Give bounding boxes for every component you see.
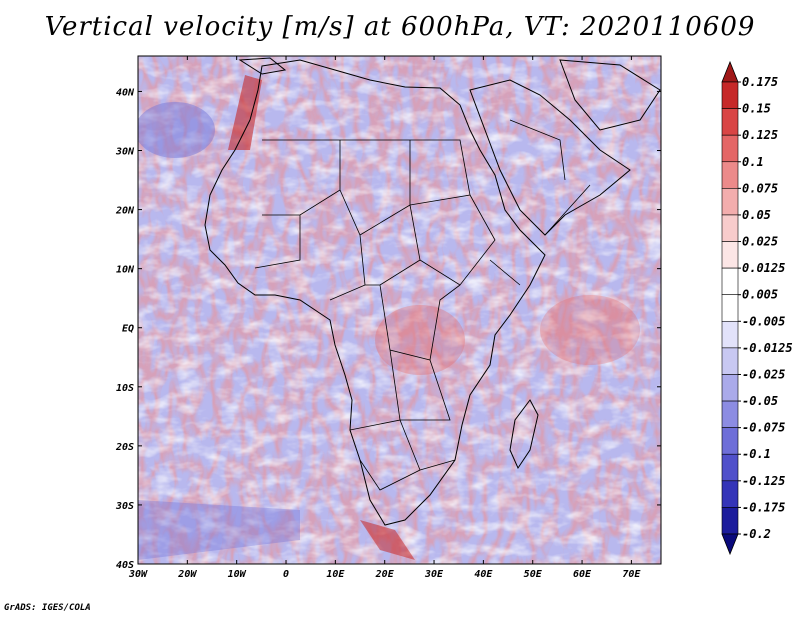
lat-tick-label: 10S [116,383,134,394]
colorbar-label: -0.2 [742,527,771,541]
lat-tick-label: 20N [115,206,135,217]
atlantic-subsidence-area [138,102,215,158]
colorbar-label: -0.05 [742,394,778,408]
colorbar-swatch [721,81,739,109]
colorbar-bottom-arrow [721,533,739,556]
colorbar: 0.175 0.15 0.125 0.1 0.075 0.05 0.025 0.0125 0.0… [721,60,793,556]
longitude-axis: 30W 20W 10W 0 10E 20E 30E 40E 50E 60E 70E [128,56,641,580]
south-africa-updraft [360,520,415,560]
colorbar-swatch [721,241,739,269]
colorbar-label: 0.125 [742,128,778,142]
border-lines [254,119,591,491]
colorbar-swatch [721,480,739,508]
africa-coastline [204,59,546,526]
colorbar-top-arrow [721,60,739,83]
colorbar-label: -0.005 [742,314,785,328]
lat-tick-label: 30N [115,147,135,158]
colorbar-label: 0.1 [742,155,764,169]
madagascar-coastline [509,399,539,470]
lon-tick-label: 10E [326,569,345,580]
lon-tick-label: 70E [622,569,641,580]
colorbar-label: 0.005 [742,288,778,302]
colorbar-label: -0.025 [742,367,785,381]
colorbar-swatch [721,453,739,482]
colorbar-label: 0.05 [742,208,771,222]
colorbar-swatch [721,134,739,163]
colorbar-swatch [721,320,739,349]
field-streak-texture [138,56,661,564]
colorbar-label: -0.175 [742,500,785,514]
lon-tick-label: 30W [128,569,148,580]
colorbar-label: 0.15 [742,102,771,116]
colorbar-label: -0.075 [742,421,785,435]
colorbar-label: 0.025 [742,235,778,249]
colorbar-swatch [721,188,739,216]
lat-tick-label: EQ [122,324,134,335]
colorbar-swatch [721,108,739,136]
colorbar-label: 0.175 [742,75,778,89]
country-borders [254,119,591,491]
map-title: Vertical velocity [m/s] at 600hPa, VT: 2… [44,12,756,42]
colorbar-label: 0.0125 [742,261,785,275]
colorbar-label: -0.1 [742,447,771,461]
lon-tick-label: 10W [228,569,247,580]
lon-tick-label: 40E [474,569,493,580]
morocco-updraft-band [228,75,262,150]
colorbar-swatch [721,347,739,375]
colorbar-swatch [721,374,739,402]
colorbar-label: 0.075 [742,181,778,195]
lon-tick-label: 60E [573,569,592,580]
colorbar-swatch [721,294,739,322]
lon-tick-label: 50E [524,569,543,580]
lat-tick-label: 40N [116,87,135,98]
lat-tick-label: 40S [116,560,134,571]
colorbar-label: -0.0125 [742,341,793,355]
colorbar-swatch [721,427,739,455]
central-africa-updraft [375,305,465,375]
lon-tick-label: 20W [177,569,197,580]
iberia-coastline [238,57,287,75]
latitude-axis: 40N 30N 20N 10N EQ 10S 20S 30S 40S [115,87,661,571]
persia-coastline [559,59,661,131]
colorbar-swatch [721,161,739,189]
lat-tick-label: 20S [115,442,134,453]
colorbar-swatch [721,400,739,428]
south-atlantic-subsidence [138,500,300,560]
lat-tick-label: 30S [115,501,134,512]
colorbar-label: -0.125 [742,474,785,488]
colorbar-swatch [721,267,739,296]
colorbar-swatch [721,507,739,535]
lon-tick-label: 0 [283,569,289,580]
lat-tick-label: 10N [116,265,135,276]
colorbar-swatch [721,214,739,242]
plot-frame [137,55,662,565]
coastlines [204,57,661,526]
grads-credit: GrADS: IGES/COLA [4,603,91,613]
indian-ocean-updraft [540,295,640,365]
lon-tick-label: 30E [424,569,444,580]
lon-tick-label: 20E [375,569,395,580]
velocity-field [138,56,661,564]
arabia-coastline [469,79,631,236]
